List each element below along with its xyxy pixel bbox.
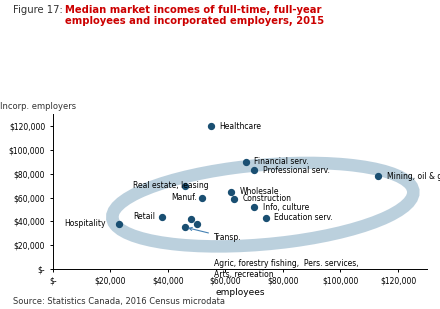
Point (187, 216, 194, 221)
Point (242, 159, 249, 164)
Text: Manuf.: Manuf. (171, 193, 197, 202)
Text: Construction: Construction (243, 194, 292, 203)
Point (227, 189, 235, 194)
Point (193, 221, 200, 226)
Point (374, 174, 381, 179)
Text: Figure 17:: Figure 17: (13, 5, 66, 15)
Text: Info, culture: Info, culture (263, 202, 309, 212)
Text: Retail: Retail (133, 212, 155, 221)
Point (199, 195, 206, 200)
Text: Wholesale: Wholesale (240, 187, 279, 196)
Point (182, 183, 189, 188)
Text: Education serv.: Education serv. (274, 213, 333, 222)
Text: Healthcare: Healthcare (220, 122, 262, 131)
Text: Agric, forestry fishing,  Pers. services,
Arts, recreation: Agric, forestry fishing, Pers. services,… (214, 259, 359, 279)
X-axis label: employees: employees (215, 288, 264, 297)
Point (262, 215, 269, 220)
Point (231, 196, 238, 201)
Text: Source: Statistics Canada, 2016 Census microdata: Source: Statistics Canada, 2016 Census m… (13, 297, 225, 306)
Text: Mining, oil & gas: Mining, oil & gas (386, 171, 440, 181)
Text: Real estate, leasing: Real estate, leasing (133, 181, 209, 190)
Point (208, 124, 215, 129)
Point (158, 214, 165, 219)
Text: Median market incomes of full-time, full-year
employees and incorporated employe: Median market incomes of full-time, full… (65, 5, 324, 26)
Text: Incorp. employers: Incorp. employers (0, 102, 77, 111)
Text: Transp.: Transp. (189, 227, 242, 242)
Point (251, 168, 258, 173)
Text: Hospitality: Hospitality (64, 219, 106, 228)
Point (115, 221, 122, 226)
Point (251, 205, 258, 210)
Text: Professional serv.: Professional serv. (263, 166, 330, 175)
Point (182, 225, 189, 230)
Text: Financial serv.: Financial serv. (254, 157, 309, 166)
